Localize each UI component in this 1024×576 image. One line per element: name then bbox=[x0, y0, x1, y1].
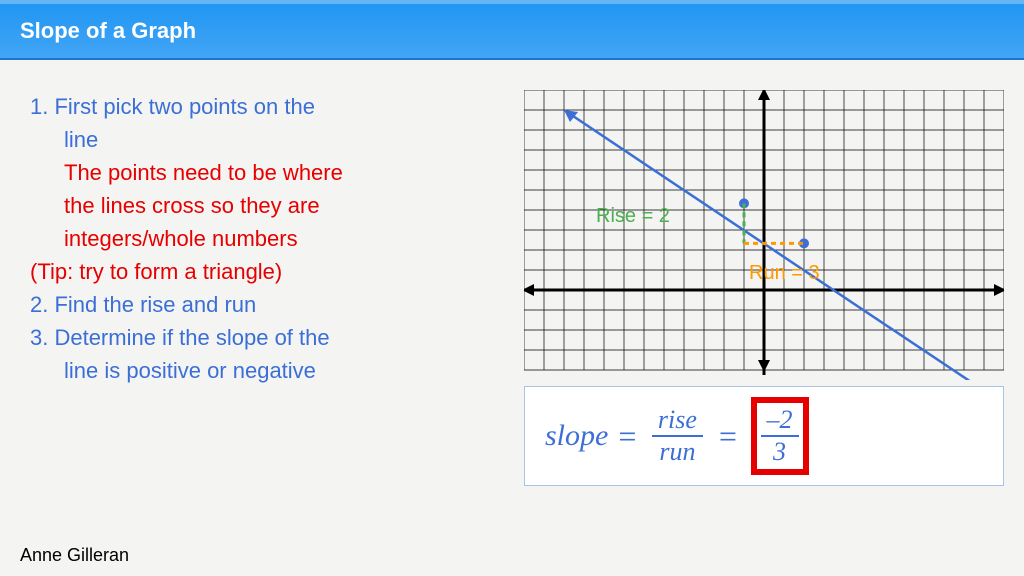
step-1-note-a: The points need to be where bbox=[30, 156, 494, 189]
answer-num: –2 bbox=[761, 405, 799, 437]
slope-word: slope bbox=[545, 419, 608, 453]
fraction-run: run bbox=[653, 437, 701, 467]
answer-box: –2 3 bbox=[751, 397, 809, 475]
step-1-line-a: First pick two points on the bbox=[54, 94, 314, 119]
step-2: 2. Find the rise and run bbox=[30, 288, 494, 321]
equals-2: = bbox=[717, 418, 739, 455]
step-1-note-c: integers/whole numbers bbox=[30, 222, 494, 255]
fraction-rise: rise bbox=[652, 405, 703, 437]
tip-text: (Tip: try to form a triangle) bbox=[30, 255, 494, 288]
content-area: 1. First pick two points on the line The… bbox=[0, 60, 1024, 496]
steps-panel: 1. First pick two points on the line The… bbox=[30, 90, 494, 486]
rise-label: Rise = 2 bbox=[596, 205, 670, 228]
coordinate-grid: Rise = 2 Run = 3 bbox=[524, 90, 1004, 380]
equals-1: = bbox=[616, 418, 638, 455]
step-3-line-a: 3. Determine if the slope of the bbox=[30, 321, 494, 354]
grid-svg bbox=[524, 90, 1004, 380]
author-name: Anne Gilleran bbox=[20, 545, 129, 566]
step-1-note-b: the lines cross so they are bbox=[30, 189, 494, 222]
step-1-line-b: line bbox=[30, 123, 494, 156]
answer-den: 3 bbox=[767, 437, 792, 467]
graph-panel: Rise = 2 Run = 3 slope = rise run = –2 3 bbox=[524, 90, 1004, 486]
step-3-line-b: line is positive or negative bbox=[30, 354, 494, 387]
run-label: Run = 3 bbox=[749, 262, 820, 285]
header-bar: Slope of a Graph bbox=[0, 0, 1024, 60]
formula-box: slope = rise run = –2 3 bbox=[524, 386, 1004, 486]
page-title: Slope of a Graph bbox=[20, 18, 196, 43]
step-number-1: 1. bbox=[30, 94, 48, 119]
fraction-rise-run: rise run bbox=[652, 405, 703, 467]
